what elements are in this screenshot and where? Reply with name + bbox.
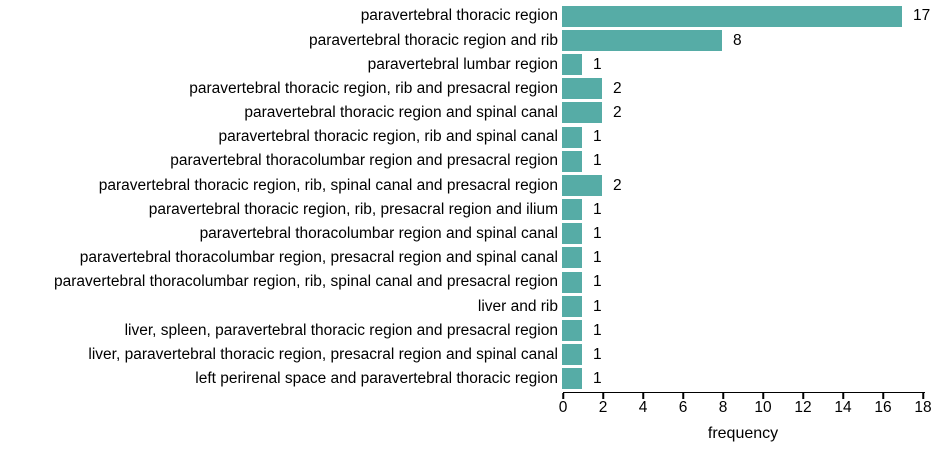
- bar: [562, 78, 602, 100]
- x-tick: [922, 393, 924, 399]
- bar: [562, 295, 582, 317]
- category-label: paravertebral thoracic region, rib and p…: [189, 79, 558, 97]
- x-tick-label: 16: [874, 399, 892, 416]
- bar: [562, 174, 602, 196]
- bar: [562, 271, 582, 293]
- bar: [562, 320, 582, 342]
- x-tick: [602, 393, 604, 399]
- category-label: liver, spleen, paravertebral thoracic re…: [124, 321, 558, 339]
- category-label: paravertebral thoracic region, rib and s…: [218, 128, 558, 146]
- x-axis-title: frequency: [707, 425, 779, 442]
- bar-row: paravertebral thoracic region and spinal…: [0, 101, 936, 125]
- bar-row: paravertebral thoracic region and rib 8: [0, 28, 936, 52]
- bar-row: paravertebral lumbar region 1: [0, 52, 936, 76]
- bar: [562, 102, 602, 124]
- bar: [562, 368, 582, 390]
- value-label: 1: [593, 297, 602, 315]
- bar-row: paravertebral thoracic region 17: [0, 4, 936, 28]
- bar: [562, 344, 582, 366]
- bar: [562, 150, 582, 172]
- bar-row: paravertebral thoracic region, rib and p…: [0, 77, 936, 101]
- bar: [562, 29, 722, 51]
- x-tick-label: 8: [718, 399, 728, 416]
- bar-rows: paravertebral thoracic region 17 paraverte…: [0, 4, 936, 391]
- category-label: paravertebral thoracolumbar region and s…: [199, 225, 558, 243]
- value-label: 1: [593, 55, 602, 73]
- value-label: 2: [613, 104, 622, 122]
- value-label: 1: [593, 321, 602, 339]
- x-tick-label: 0: [558, 399, 568, 416]
- x-tick-label: 2: [598, 399, 608, 416]
- x-tick: [802, 393, 804, 399]
- bar-row: paravertebral thoracic region, rib, pres…: [0, 198, 936, 222]
- category-label: paravertebral thoracolumbar region, pres…: [79, 249, 558, 267]
- category-label: liver, paravertebral thoracic region, pr…: [88, 345, 558, 363]
- bar: [562, 223, 582, 245]
- category-label: paravertebral lumbar region: [367, 55, 558, 73]
- value-label: 1: [593, 249, 602, 267]
- bar: [562, 5, 902, 27]
- value-label: 1: [593, 345, 602, 363]
- x-tick: [762, 393, 764, 399]
- category-label: paravertebral thoracic region and rib: [309, 31, 558, 49]
- category-label: paravertebral thoracolumbar region and p…: [170, 152, 558, 170]
- value-label: 1: [593, 225, 602, 243]
- x-tick-label: 12: [794, 399, 812, 416]
- value-label: 17: [913, 7, 931, 25]
- x-tick: [722, 393, 724, 399]
- bar-row: paravertebral thoracic region, rib and s…: [0, 125, 936, 149]
- x-tick-label: 6: [678, 399, 688, 416]
- x-tick: [562, 393, 564, 399]
- x-tick-label: 4: [638, 399, 648, 416]
- bar-row: left perirenal space and paravertebral t…: [0, 367, 936, 391]
- value-label: 1: [593, 128, 602, 146]
- x-tick-label: 18: [914, 399, 932, 416]
- value-label: 2: [613, 79, 622, 97]
- bar-row: liver, paravertebral thoracic region, pr…: [0, 343, 936, 367]
- category-label: paravertebral thoracic region: [360, 7, 558, 25]
- value-label: 2: [613, 176, 622, 194]
- bar: [562, 53, 582, 75]
- x-tick: [882, 393, 884, 399]
- x-tick: [682, 393, 684, 399]
- category-label: left perirenal space and paravertebral t…: [195, 370, 558, 388]
- value-label: 1: [593, 152, 602, 170]
- value-label: 8: [733, 31, 742, 49]
- bar: [562, 126, 582, 148]
- x-tick-label: 10: [754, 399, 772, 416]
- value-label: 1: [593, 273, 602, 291]
- value-label: 1: [593, 370, 602, 388]
- bar: [562, 247, 582, 269]
- bar-row: paravertebral thoracic region, rib, spin…: [0, 173, 936, 197]
- bar-row: paravertebral thoracolumbar region and s…: [0, 222, 936, 246]
- bar-row: paravertebral thoracolumbar region, rib,…: [0, 270, 936, 294]
- bar: [562, 199, 582, 221]
- x-tick-label: 14: [834, 399, 852, 416]
- category-label: liver and rib: [477, 297, 558, 315]
- bar-row: paravertebral thoracolumbar region, pres…: [0, 246, 936, 270]
- category-label: paravertebral thoracic region, rib, spin…: [98, 176, 558, 194]
- bar-row: paravertebral thoracolumbar region and p…: [0, 149, 936, 173]
- category-label: paravertebral thoracic region, rib, pres…: [148, 200, 558, 218]
- bar-row: liver and rib 1: [0, 294, 936, 318]
- bar-row: liver, spleen, paravertebral thoracic re…: [0, 318, 936, 342]
- category-label: paravertebral thoracolumbar region, rib,…: [53, 273, 558, 291]
- value-label: 1: [593, 200, 602, 218]
- x-axis-line: [563, 391, 925, 393]
- category-label: paravertebral thoracic region and spinal…: [244, 104, 558, 122]
- x-tick: [642, 393, 644, 399]
- x-tick: [842, 393, 844, 399]
